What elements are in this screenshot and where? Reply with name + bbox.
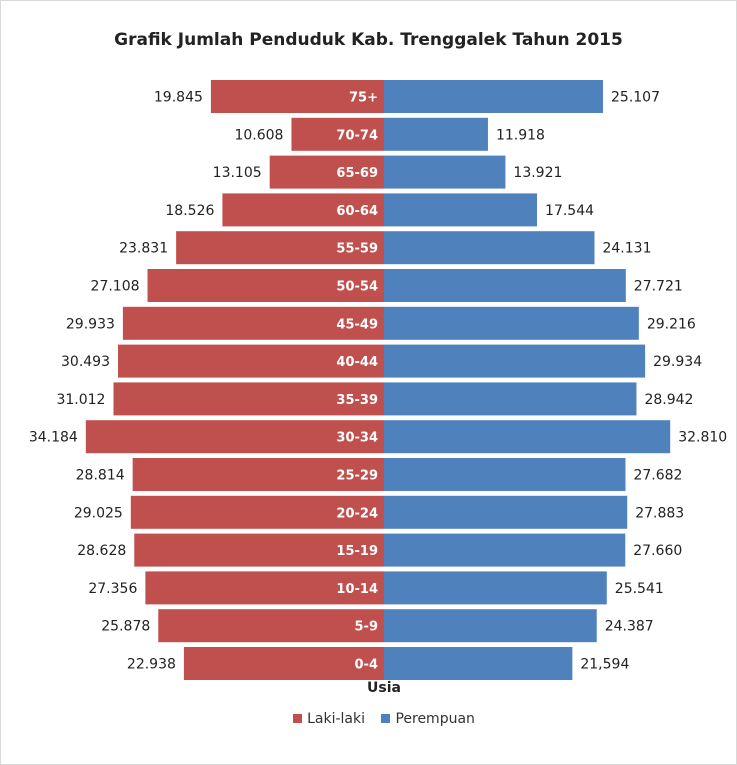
data-label-female: 29.934 [653, 354, 702, 370]
data-label-female: 25.107 [611, 90, 660, 106]
bar-female-70-74 [384, 117, 488, 151]
bar-female-65-69 [384, 155, 506, 189]
category-label: 60-64 [336, 204, 378, 219]
bar-female-50-54 [384, 269, 626, 302]
data-label-female: 27.682 [633, 468, 682, 484]
bar-male-60-64 [222, 193, 384, 227]
category-label: 15-19 [336, 544, 378, 559]
bar-male-10-14 [145, 571, 384, 605]
category-label: 30-34 [336, 431, 378, 446]
data-label-male: 27.356 [88, 581, 137, 597]
data-label-female: 29.216 [647, 316, 696, 332]
data-label-male: 29.933 [66, 316, 115, 332]
legend-label-female: Perempuan [395, 711, 475, 727]
category-label: 10-14 [336, 582, 378, 597]
category-label: 40-44 [336, 355, 378, 370]
chart-title: Grafik Jumlah Penduduk Kab. Trenggalek T… [114, 30, 623, 50]
data-label-male: 31.012 [56, 392, 105, 408]
bar-female-75+ [384, 80, 604, 113]
legend: Laki-laki Perempuan [0, 711, 737, 727]
data-label-female: 28.942 [644, 392, 693, 408]
legend-swatch-male [293, 714, 303, 723]
bar-male-70-74 [291, 117, 384, 151]
bar-male-75+ [210, 80, 384, 113]
bar-female-5-9 [384, 609, 597, 643]
category-label: 45-49 [336, 317, 378, 332]
bar-female-15-19 [384, 533, 626, 567]
legend-item-female: Perempuan [381, 711, 475, 727]
legend-item-male: Laki-laki [293, 711, 365, 727]
category-label: 35-39 [336, 393, 378, 408]
data-label-male: 30.493 [61, 354, 110, 370]
data-label-female: 24.387 [605, 619, 654, 635]
data-label-male: 19.845 [154, 90, 203, 106]
bar-male-45-49 [122, 306, 384, 340]
bar-male-35-39 [113, 382, 384, 416]
bar-male-25-29 [132, 458, 384, 491]
category-label: 20-24 [336, 506, 378, 521]
bar-female-40-44 [384, 344, 646, 378]
data-label-female: 21,594 [580, 657, 629, 673]
category-label: 0-4 [355, 658, 379, 673]
data-label-female: 24.131 [602, 241, 651, 257]
bar-female-30-34 [384, 420, 671, 454]
bar-female-10-14 [384, 571, 607, 605]
x-axis-label: Usia [367, 680, 401, 696]
bar-male-15-19 [134, 533, 384, 567]
bar-female-0-4 [384, 647, 573, 680]
bar-male-50-54 [147, 269, 384, 302]
data-label-female: 13.921 [513, 165, 562, 181]
bar-female-55-59 [384, 231, 595, 265]
data-label-female: 27.660 [633, 543, 682, 559]
category-label: 25-29 [336, 469, 378, 484]
data-label-female: 27.883 [635, 505, 684, 521]
bar-male-65-69 [269, 155, 384, 189]
category-label: 75+ [349, 91, 378, 106]
data-label-male: 13.105 [213, 165, 262, 181]
data-label-female: 27.721 [634, 279, 683, 295]
data-label-male: 25.878 [101, 619, 150, 635]
data-label-male: 34.184 [29, 430, 78, 446]
category-label: 50-54 [336, 280, 378, 295]
bar-male-40-44 [118, 344, 385, 378]
data-label-male: 10.608 [234, 127, 283, 143]
category-label: 70-74 [336, 128, 378, 143]
bar-male-55-59 [176, 231, 384, 265]
data-label-male: 27.108 [91, 279, 140, 295]
data-label-female: 25.541 [615, 581, 664, 597]
bar-male-20-24 [130, 495, 384, 529]
bar-female-35-39 [384, 382, 637, 416]
data-label-male: 23.831 [119, 241, 168, 257]
category-label: 55-59 [336, 242, 378, 257]
bar-male-5-9 [158, 609, 384, 643]
legend-swatch-female [381, 714, 391, 723]
data-label-male: 18.526 [165, 203, 214, 219]
category-label: 65-69 [336, 166, 378, 181]
data-label-male: 28.628 [77, 543, 126, 559]
bar-male-30-34 [85, 420, 385, 454]
data-label-female: 32.810 [678, 430, 727, 446]
bar-female-60-64 [384, 193, 538, 227]
data-label-male: 29.025 [74, 505, 123, 521]
data-label-female: 11.918 [496, 127, 545, 143]
bar-female-20-24 [384, 495, 628, 529]
legend-label-male: Laki-laki [307, 711, 365, 727]
data-label-male: 22.938 [127, 657, 176, 673]
category-label: 5-9 [355, 620, 379, 635]
bar-male-0-4 [183, 647, 384, 680]
bar-female-25-29 [384, 458, 626, 491]
data-label-male: 28.814 [76, 468, 125, 484]
bar-female-45-49 [384, 306, 639, 340]
data-label-female: 17.544 [545, 203, 594, 219]
